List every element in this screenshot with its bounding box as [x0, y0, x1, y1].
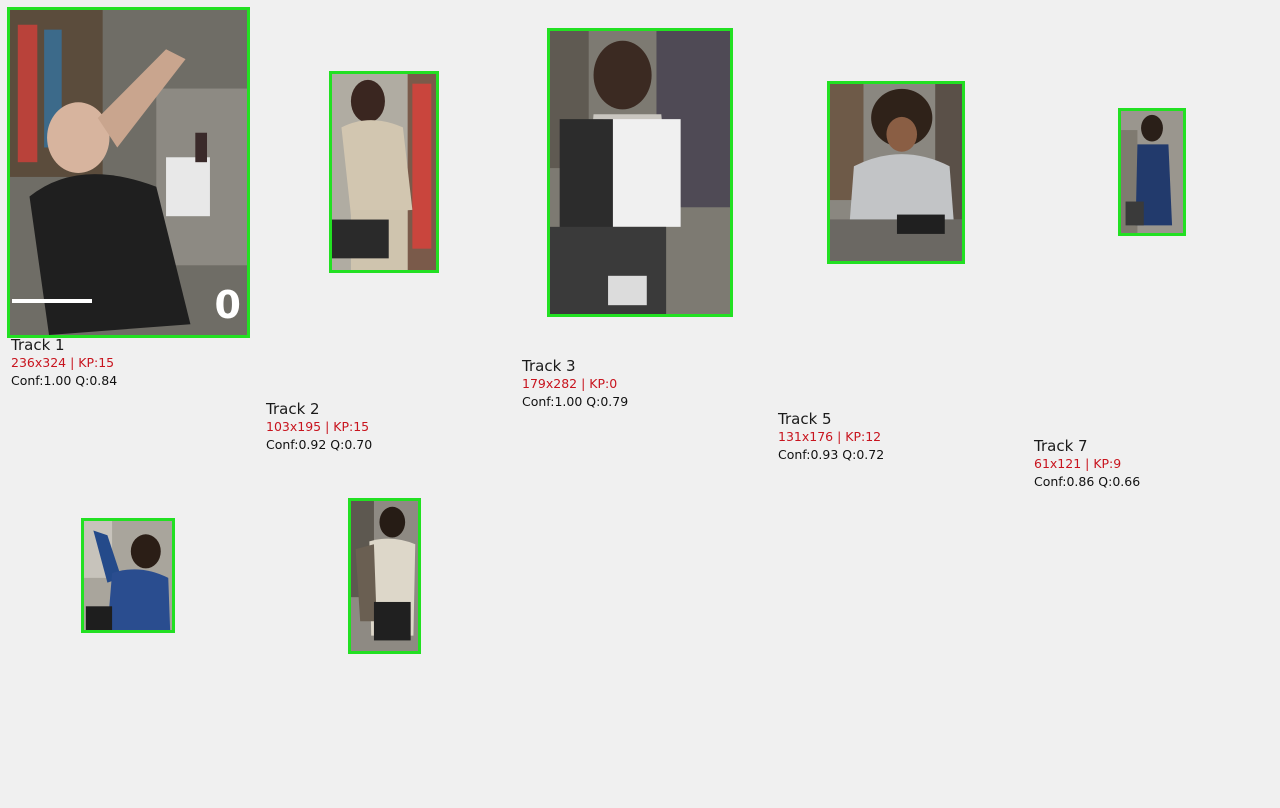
crop-a[interactable] — [81, 518, 175, 633]
track-dims: 236x324 | KP:15 — [11, 355, 115, 370]
overlay-number: 0 — [214, 283, 241, 327]
person-crop-image — [1121, 111, 1183, 233]
track-dims: 131x176 | KP:12 — [778, 429, 882, 444]
track-dims: 103x195 | KP:15 — [266, 419, 370, 434]
person-crop-image — [830, 84, 962, 261]
track-dims: 61x121 | KP:9 — [1034, 456, 1122, 471]
track-title: Track 5 — [778, 410, 832, 428]
track-title: Track 2 — [266, 400, 320, 418]
track-5-crop[interactable] — [827, 81, 965, 264]
track-dims: 179x282 | KP:0 — [522, 376, 618, 391]
track-title: Track 7 — [1034, 437, 1088, 455]
track-1-crop[interactable]: 0 — [7, 7, 250, 338]
crop-b[interactable] — [348, 498, 421, 654]
person-crop-image — [10, 10, 247, 335]
track-1-label: Track 1 236x324 | KP:15 Conf:1.00 Q:0.84 — [11, 338, 117, 387]
track-3-crop[interactable] — [547, 28, 733, 317]
track-7-label: Track 7 61x121 | KP:9 Conf:0.86 Q:0.66 — [1034, 439, 1140, 488]
track-conf: Conf:1.00 Q:0.79 — [522, 393, 629, 409]
track-conf: Conf:1.00 Q:0.84 — [11, 372, 118, 388]
track-3-label: Track 3 179x282 | KP:0 Conf:1.00 Q:0.79 — [522, 359, 628, 408]
person-crop-image — [351, 501, 418, 651]
track-5-label: Track 5 131x176 | KP:12 Conf:0.93 Q:0.72 — [778, 412, 884, 461]
track-conf: Conf:0.93 Q:0.72 — [778, 446, 885, 462]
track-2-label: Track 2 103x195 | KP:15 Conf:0.92 Q:0.70 — [266, 402, 372, 451]
track-7-crop[interactable] — [1118, 108, 1186, 236]
track-conf: Conf:0.86 Q:0.66 — [1034, 473, 1141, 489]
person-crop-image — [84, 521, 172, 630]
person-crop-image — [332, 74, 436, 270]
track-conf: Conf:0.92 Q:0.70 — [266, 436, 373, 452]
track-2-crop[interactable] — [329, 71, 439, 273]
track-title: Track 3 — [522, 357, 576, 375]
overlay-bar — [12, 299, 92, 303]
person-crop-image — [550, 31, 730, 314]
track-title: Track 1 — [11, 336, 65, 354]
